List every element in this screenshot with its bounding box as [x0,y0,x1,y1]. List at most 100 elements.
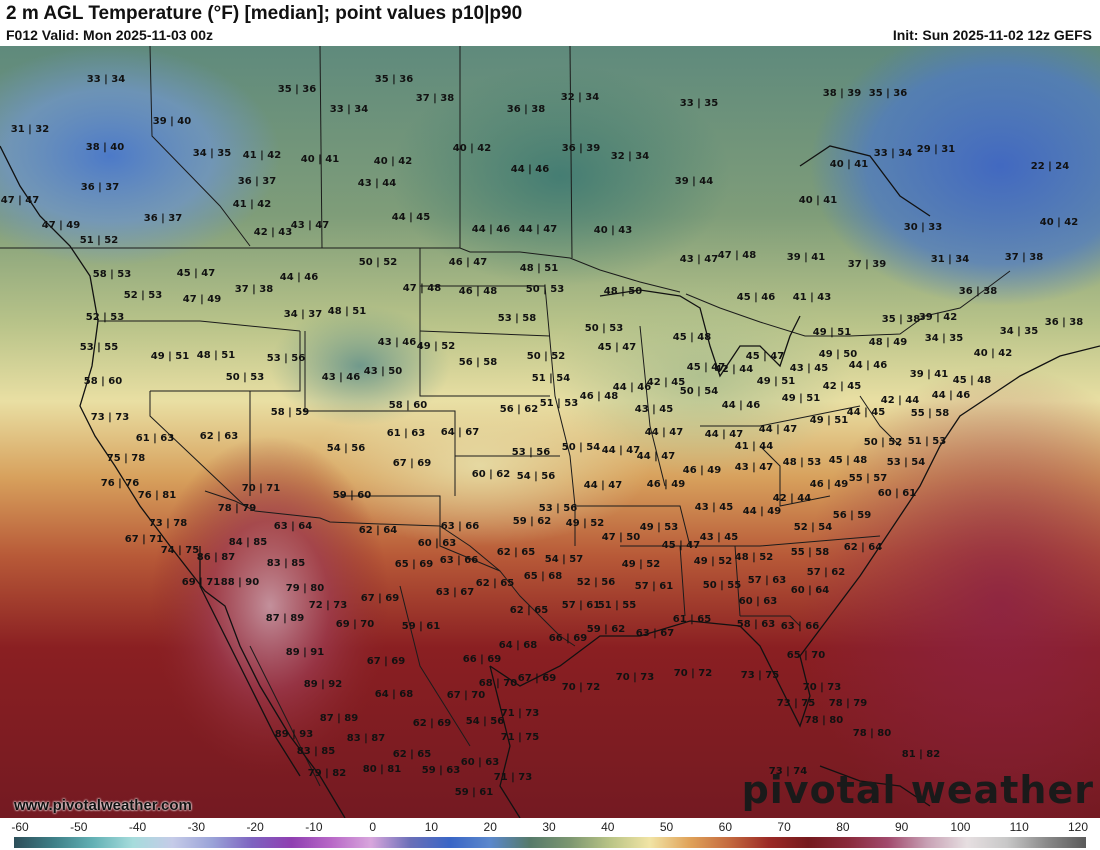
point-value-label: 40 | 42 [974,348,1012,359]
point-value-label: 60 | 63 [461,757,499,768]
point-value-label: 64 | 68 [499,640,537,651]
point-value-label: 44 | 46 [511,164,549,175]
point-value-label: 70 | 73 [803,682,841,693]
point-value-label: 39 | 40 [153,116,191,127]
point-value-label: 42 | 44 [773,493,811,504]
point-value-label: 43 | 45 [790,363,828,374]
point-value-label: 30 | 33 [904,222,942,233]
point-value-label: 45 | 48 [673,332,711,343]
point-value-label: 45 | 48 [953,375,991,386]
point-value-label: 54 | 56 [327,443,365,454]
legend-tick-label: 10 [424,820,439,834]
mild-shading-plains [310,386,650,546]
legend-tick-label: 40 [601,820,615,834]
point-value-label: 70 | 71 [242,483,280,494]
map-borders [0,46,1011,787]
state-line-az-nm [338,495,501,572]
point-value-label: 67 | 70 [447,690,485,701]
point-value-label: 33 | 34 [330,104,368,115]
point-value-label: 36 | 38 [1045,317,1083,328]
legend-tick-label: -60 [11,820,29,834]
point-value-label: 52 | 53 [86,312,124,323]
point-value-label: 53 | 58 [498,313,536,324]
baja-california-coast [199,546,301,777]
point-value-label: 73 | 75 [777,698,815,709]
legend-tick-label: -20 [246,820,264,834]
point-value-label: 50 | 52 [527,351,565,362]
point-value-label: 44 | 46 [613,382,651,393]
legend-tick-label: 0 [369,820,376,834]
point-value-label: 44 | 47 [519,224,557,235]
point-value-label: 31 | 34 [931,254,969,265]
point-value-label: 76 | 76 [101,478,139,489]
point-value-label: 75 | 78 [107,453,145,464]
point-value-label: 35 | 38 [882,314,920,325]
point-value-label: 79 | 80 [286,583,324,594]
point-value-label: 67 | 69 [367,656,405,667]
great-lakes-outline [599,289,801,378]
coastlines [0,145,1100,818]
pacific-coastline [0,145,346,818]
point-value-label: 37 | 38 [1005,252,1043,263]
point-value-label: 64 | 67 [441,427,479,438]
point-value-label: 53 | 55 [80,342,118,353]
point-value-label: 33 | 34 [874,148,912,159]
point-value-label: 78 | 79 [829,698,867,709]
point-value-label: 40 | 41 [301,154,339,165]
point-value-label: 52 | 54 [794,522,832,533]
point-value-label: 67 | 71 [125,534,163,545]
state-line-wi-il [639,325,666,487]
point-value-label: 58 | 53 [93,269,131,280]
point-value-label: 46 | 49 [647,479,685,490]
point-value-label: 60 | 62 [472,469,510,480]
point-value-label: 36 | 39 [562,143,600,154]
point-value-label: 43 | 46 [378,337,416,348]
point-value-label: 58 | 60 [84,376,122,387]
point-value-label: 50 | 52 [864,437,902,448]
point-value-label: 50 | 55 [703,580,741,591]
map-title: 2 m AGL Temperature (°F) [median]; point… [6,3,523,24]
point-value-label: 35 | 36 [375,74,413,85]
point-value-label: 73 | 74 [769,766,807,777]
mexico-interior-line [399,585,471,747]
point-value-label: 45 | 47 [598,342,636,353]
point-value-label: 49 | 51 [151,351,189,362]
point-value-label: 49 | 51 [782,393,820,404]
point-value-label: 54 | 57 [545,554,583,565]
point-value-label: 70 | 73 [616,672,654,683]
point-value-label: 43 | 47 [735,462,773,473]
point-value-label: 63 | 66 [441,521,479,532]
point-value-label: 44 | 47 [602,445,640,456]
valid-time-label: F012 Valid: Mon 2025-11-03 00z [6,27,213,43]
color-scale-gradient [14,837,1086,848]
point-value-label: 60 | 63 [418,538,456,549]
point-value-label: 52 | 53 [124,290,162,301]
point-value-label: 42 | 44 [881,395,919,406]
point-value-label: 36 | 37 [81,182,119,193]
point-value-label: 64 | 68 [375,689,413,700]
state-line-tn-nc [620,535,881,547]
cuba-outline [819,765,931,807]
point-value-label: 61 | 63 [387,428,425,439]
point-value-label: 63 | 66 [440,555,478,566]
point-value-label: 37 | 39 [848,259,886,270]
point-value-label: 73 | 75 [741,670,779,681]
point-value-label: 47 | 47 [1,195,39,206]
point-value-label: 48 | 52 [735,552,773,563]
point-value-label: 31 | 32 [11,124,49,135]
point-value-label: 72 | 73 [309,600,347,611]
point-value-label: 48 | 51 [520,263,558,274]
point-value-label: 36 | 37 [144,213,182,224]
point-value-label: 53 | 56 [539,503,577,514]
point-value-label: 62 | 69 [413,718,451,729]
point-value-label: 49 | 52 [694,556,732,567]
point-value-label: 67 | 69 [393,458,431,469]
point-value-label: 59 | 60 [333,490,371,501]
point-value-label: 40 | 42 [374,156,412,167]
point-value-label: 47 | 48 [718,250,756,261]
point-value-label: 39 | 42 [919,312,957,323]
point-value-label: 40 | 43 [594,225,632,236]
point-value-label: 78 | 80 [853,728,891,739]
